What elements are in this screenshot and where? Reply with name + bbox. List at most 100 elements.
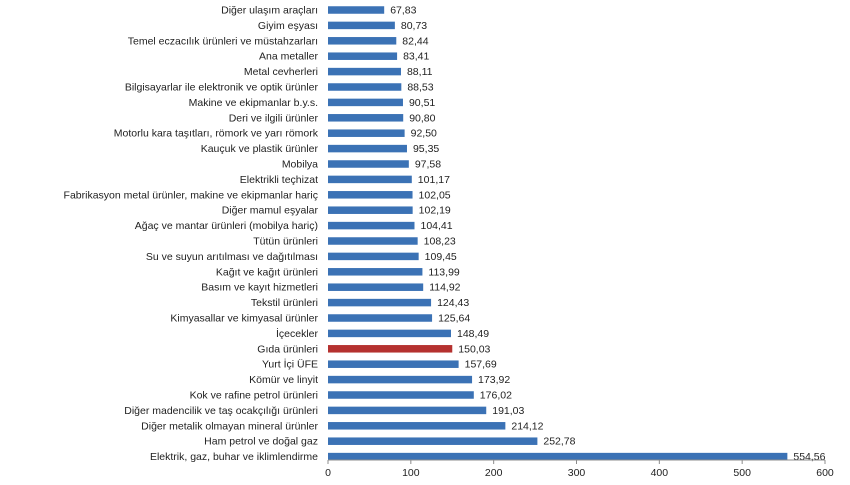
bar-23 bbox=[328, 360, 459, 368]
x-tick-label-1: 100 bbox=[402, 467, 420, 479]
category-label-7: Deri ve ilgili ürünler bbox=[229, 112, 319, 124]
category-label-24: Kömür ve linyit bbox=[249, 374, 318, 386]
bar-20 bbox=[328, 314, 433, 322]
x-tick-label-5: 500 bbox=[733, 467, 751, 479]
value-label-25: 176,02 bbox=[480, 390, 512, 402]
value-label-3: 83,41 bbox=[403, 51, 429, 63]
value-labels-layer: 67,83 80,73 82,44 83,41 88,11 88,53 90,51 90,80… bbox=[390, 5, 825, 464]
bar-9 bbox=[328, 144, 407, 153]
bar-14 bbox=[328, 221, 415, 230]
category-label-22: Gıda ürünleri bbox=[257, 343, 318, 355]
category-label-13: Diğer mamul eşyalar bbox=[222, 205, 319, 217]
value-label-16: 109,45 bbox=[425, 251, 457, 263]
x-axis: 0 100 200 300 400 500 600 bbox=[325, 459, 834, 479]
value-label-1: 80,73 bbox=[401, 20, 427, 32]
category-label-26: Diğer madencilik ve taş ocakçılığı ürünl… bbox=[124, 405, 318, 417]
bar-25 bbox=[328, 391, 474, 399]
category-label-1: Giyim eşyası bbox=[258, 20, 318, 32]
value-label-2: 82,44 bbox=[402, 35, 428, 47]
value-label-20: 125,64 bbox=[438, 313, 470, 325]
category-label-15: Tütün ürünleri bbox=[253, 236, 318, 248]
category-label-16: Su ve suyun arıtılması ve dağıtılması bbox=[146, 251, 318, 263]
category-label-0: Diğer ulaşım araçları bbox=[221, 5, 318, 17]
bar-0 bbox=[328, 6, 385, 14]
category-label-19: Tekstil ürünleri bbox=[251, 297, 318, 309]
value-label-29: 554,56 bbox=[793, 451, 825, 463]
value-label-13: 102,19 bbox=[419, 205, 451, 217]
bar-22 bbox=[328, 345, 453, 353]
category-label-2: Temel eczacılık ürünleri ve müstahzarlar… bbox=[128, 35, 318, 47]
bar-27 bbox=[328, 422, 506, 430]
value-label-12: 102,05 bbox=[419, 189, 451, 201]
bar-24 bbox=[328, 375, 473, 384]
bar-11 bbox=[328, 175, 412, 184]
bar-12 bbox=[328, 191, 413, 199]
bars-layer bbox=[328, 6, 788, 461]
bar-16 bbox=[328, 252, 419, 261]
bar-21 bbox=[328, 329, 451, 338]
category-label-27: Diğer metalik olmayan mineral ürünler bbox=[141, 420, 318, 432]
category-label-21: İçecekler bbox=[276, 327, 319, 340]
value-label-5: 88,53 bbox=[407, 82, 433, 94]
x-tick-label-4: 400 bbox=[651, 467, 669, 479]
bar-17 bbox=[328, 268, 423, 276]
category-label-9: Kauçuk ve plastik ürünler bbox=[201, 143, 319, 155]
bar-3 bbox=[328, 52, 398, 60]
category-label-6: Makine ve ekipmanlar b.y.s. bbox=[189, 97, 318, 109]
category-label-14: Ağaç ve mantar ürünleri (mobilya hariç) bbox=[135, 220, 318, 232]
category-label-23: Yurt İçi ÜFE bbox=[262, 358, 318, 371]
category-label-20: Kimyasallar ve kimyasal ürünler bbox=[170, 313, 318, 325]
category-label-8: Motorlu kara taşıtları, römork ve yarı r… bbox=[114, 128, 319, 140]
category-label-17: Kağıt ve kağıt ürünleri bbox=[216, 266, 318, 278]
value-label-6: 90,51 bbox=[409, 97, 435, 109]
bar-29 bbox=[328, 452, 788, 461]
category-labels-layer: Diğer ulaşım araçları Giyim eşyası Temel e… bbox=[64, 5, 319, 464]
x-tick-label-6: 600 bbox=[816, 467, 834, 479]
value-label-22: 150,03 bbox=[458, 343, 490, 355]
value-label-26: 191,03 bbox=[492, 405, 524, 417]
bar-1 bbox=[328, 21, 395, 30]
value-label-11: 101,17 bbox=[418, 174, 450, 186]
value-label-19: 124,43 bbox=[437, 297, 469, 309]
category-label-3: Ana metaller bbox=[259, 51, 318, 63]
category-label-28: Ham petrol ve doğal gaz bbox=[204, 436, 318, 448]
value-label-28: 252,78 bbox=[543, 436, 575, 448]
category-label-25: Kok ve rafine petrol ürünleri bbox=[190, 390, 318, 402]
bar-26 bbox=[328, 406, 487, 415]
category-label-5: Bilgisayarlar ile elektronik ve optik ür… bbox=[125, 82, 319, 94]
value-label-21: 148,49 bbox=[457, 328, 489, 340]
bar-4 bbox=[328, 67, 401, 76]
bar-8 bbox=[328, 129, 405, 137]
bar-15 bbox=[328, 237, 418, 245]
bar-28 bbox=[328, 437, 538, 445]
category-label-12: Fabrikasyon metal ürünler, makine ve eki… bbox=[64, 189, 318, 201]
value-label-24: 173,92 bbox=[478, 374, 510, 386]
bar-7 bbox=[328, 114, 404, 122]
bar-5 bbox=[328, 83, 402, 91]
bar-10 bbox=[328, 160, 409, 168]
bar-2 bbox=[328, 37, 397, 45]
value-label-8: 92,50 bbox=[411, 128, 437, 140]
category-label-29: Elektrik, gaz, buhar ve iklimlendirme bbox=[150, 451, 318, 463]
x-tick-label-0: 0 bbox=[325, 467, 331, 479]
value-label-9: 95,35 bbox=[413, 143, 439, 155]
value-label-0: 67,83 bbox=[390, 5, 416, 17]
value-label-27: 214,12 bbox=[511, 420, 543, 432]
category-label-4: Metal cevherleri bbox=[244, 66, 318, 78]
x-tick-label-3: 300 bbox=[568, 467, 586, 479]
value-label-18: 114,92 bbox=[429, 282, 460, 294]
x-tick-label-2: 200 bbox=[485, 467, 503, 479]
value-label-7: 90,80 bbox=[409, 112, 435, 124]
value-label-4: 88,11 bbox=[407, 66, 433, 78]
bar-13 bbox=[328, 206, 413, 214]
bar-18 bbox=[328, 283, 424, 291]
value-label-15: 108,23 bbox=[424, 236, 456, 248]
value-label-10: 97,58 bbox=[415, 159, 441, 171]
bar-19 bbox=[328, 298, 432, 307]
category-label-10: Mobilya bbox=[282, 159, 318, 171]
value-label-14: 104,41 bbox=[420, 220, 452, 232]
category-label-18: Basım ve kayıt hizmetleri bbox=[201, 282, 318, 294]
bar-6 bbox=[328, 98, 403, 107]
